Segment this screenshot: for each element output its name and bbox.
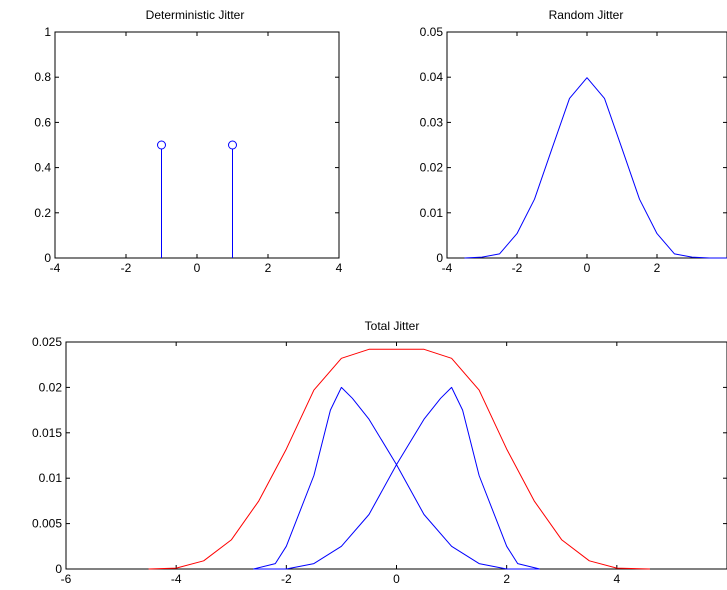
random-jitter-y-tick-label: 0.03	[420, 115, 444, 129]
total-jitter-series-line-0	[253, 386, 540, 570]
random-jitter-y-tick-label: 0	[436, 251, 443, 265]
total-jitter-y-tick-label: 0	[55, 562, 62, 576]
random-jitter-x-tick-label: -2	[512, 261, 523, 275]
total-jitter-series-line-2	[148, 348, 650, 570]
total-jitter-y-tick-label: 0.025	[32, 335, 62, 349]
deterministic-jitter-x-tick-label: 2	[265, 261, 272, 275]
deterministic-jitter-y-tick-label: 0.4	[34, 161, 51, 175]
random-jitter-x-tick-label: 0	[584, 261, 591, 275]
random-jitter-axes: -4 -2 0 2 0 0.01 0.02 0.03 0.04 0.05 Random Jitter	[420, 8, 727, 275]
deterministic-jitter-x-tick-label: 4	[336, 261, 343, 275]
deterministic-jitter-stem-marker	[157, 140, 166, 150]
deterministic-jitter-y-tick-label: 1	[44, 25, 51, 39]
total-jitter-y-tick-label: 0.02	[39, 380, 63, 394]
deterministic-jitter-axes: -4 -2 0 2 4 0 0.2 0.4 0.6 0.8 1 Deterministic Jitte…	[34, 8, 342, 275]
deterministic-jitter-axes-box	[54, 31, 340, 259]
total-jitter-x-tick-label: 2	[503, 572, 510, 586]
total-jitter-x-tick-label: 0	[393, 572, 400, 586]
total-jitter-x-tick-label: 4	[613, 572, 620, 586]
deterministic-jitter-x-tick-label: -4	[50, 261, 61, 275]
random-jitter-axes-box	[446, 31, 727, 259]
deterministic-jitter-y-tick-label: 0	[44, 251, 51, 265]
deterministic-jitter-y-tick-label: 0.6	[34, 115, 51, 129]
random-jitter-x-tick-label: 2	[654, 261, 661, 275]
random-jitter-y-tick-label: 0.01	[420, 206, 444, 220]
deterministic-jitter-x-tick-label: -2	[121, 261, 132, 275]
total-jitter-series-line-1	[253, 386, 540, 570]
total-jitter-x-tick-label: -2	[281, 572, 292, 586]
random-jitter-y-tick-label: 0.04	[420, 70, 444, 84]
random-jitter-title: Random Jitter	[549, 8, 624, 22]
total-jitter-axes-box	[65, 341, 727, 570]
deterministic-jitter-y-tick-label: 0.8	[34, 70, 51, 84]
total-jitter-x-tick-label: -6	[61, 572, 72, 586]
random-jitter-x-tick-label: -4	[442, 261, 453, 275]
deterministic-jitter-stem-marker	[228, 140, 237, 150]
total-jitter-y-tick-label: 0.005	[32, 517, 62, 531]
random-jitter-y-tick-label: 0.02	[420, 161, 444, 175]
total-jitter-y-tick-label: 0.01	[39, 471, 63, 485]
random-jitter-y-tick-label: 0.05	[420, 25, 444, 39]
total-jitter-y-tick-label: 0.015	[32, 426, 62, 440]
deterministic-jitter-x-tick-label: 0	[194, 261, 201, 275]
total-jitter-x-tick-label: -4	[171, 572, 182, 586]
random-jitter-series-line-0	[464, 77, 727, 259]
total-jitter-title: Total Jitter	[365, 319, 420, 333]
total-jitter-axes: -6 -4 -2 0 2 4 0 0.005 0.01 0.015 0.02 0.025 Total J…	[32, 319, 727, 586]
deterministic-jitter-y-tick-label: 0.2	[34, 206, 51, 220]
deterministic-jitter-title: Deterministic Jitter	[146, 8, 245, 22]
